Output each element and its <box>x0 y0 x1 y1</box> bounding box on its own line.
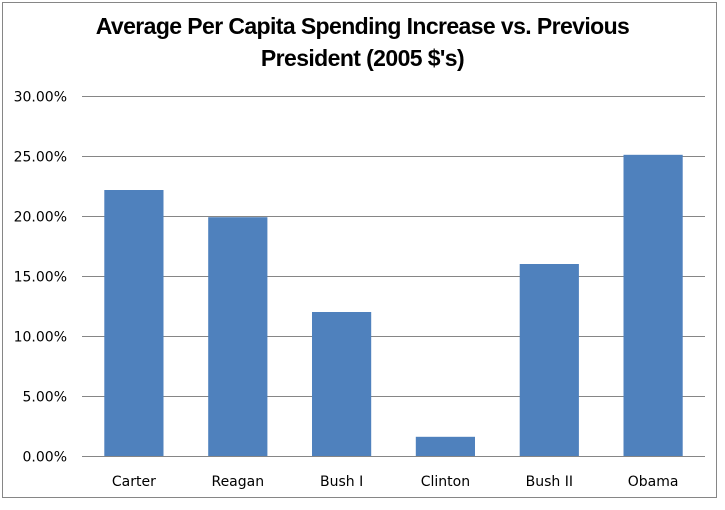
chart-title-line-2: President (2005 $'s) <box>260 45 465 71</box>
bar-bush-ii <box>519 264 579 456</box>
x-tick-label: Reagan <box>211 474 264 490</box>
y-tick-label: 5.00% <box>23 390 67 406</box>
bar-reagan <box>208 217 268 456</box>
y-axis-tick-labels: 0.00% 5.00% 10.00% 15.00% 20.00% 25.00% 30.00% <box>14 90 67 466</box>
bar-bush-i <box>312 312 372 456</box>
y-tick-label: 15.00% <box>14 270 67 286</box>
y-tick-label: 0.00% <box>23 450 67 466</box>
gridlines <box>82 96 705 457</box>
chart-title: Average Per Capita Spending Increase vs.… <box>0 10 725 74</box>
x-tick-label: Bush I <box>320 474 363 490</box>
bar-carter <box>104 190 164 456</box>
x-tick-label: Clinton <box>421 474 470 490</box>
y-tick-label: 30.00% <box>14 90 67 106</box>
y-tick-label: 25.00% <box>14 150 67 166</box>
x-tick-label: Carter <box>112 474 156 490</box>
y-tick-label: 20.00% <box>14 210 67 226</box>
chart-title-line-1: Average Per Capita Spending Increase vs.… <box>95 13 630 39</box>
x-axis-category-labels: Carter Reagan Bush I Clinton Bush II Obama <box>112 474 679 490</box>
x-tick-label: Obama <box>628 474 679 490</box>
x-tick-label: Bush II <box>526 474 573 490</box>
bar-clinton <box>415 436 475 456</box>
bars <box>104 154 683 457</box>
y-tick-label: 10.00% <box>14 330 67 346</box>
bar-obama <box>623 154 683 457</box>
